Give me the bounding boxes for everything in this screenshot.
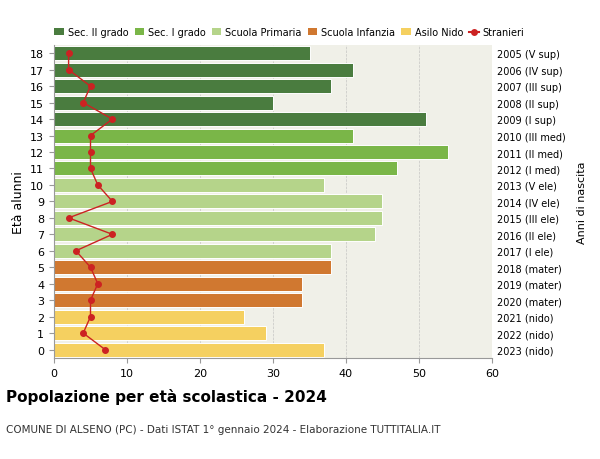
Bar — [54, 80, 331, 94]
Y-axis label: Età alunni: Età alunni — [11, 171, 25, 233]
Bar — [54, 261, 331, 274]
Bar — [54, 63, 353, 78]
Bar — [54, 212, 383, 225]
Bar — [54, 294, 302, 308]
Bar — [54, 195, 383, 209]
Bar — [54, 162, 397, 176]
Bar — [54, 96, 273, 110]
Bar — [54, 277, 302, 291]
Bar — [54, 179, 324, 192]
Bar — [54, 228, 375, 242]
Text: Popolazione per età scolastica - 2024: Popolazione per età scolastica - 2024 — [6, 388, 327, 404]
Bar — [54, 326, 266, 341]
Bar — [54, 129, 353, 143]
Bar — [54, 146, 448, 160]
Legend: Sec. II grado, Sec. I grado, Scuola Primaria, Scuola Infanzia, Asilo Nido, Stran: Sec. II grado, Sec. I grado, Scuola Prim… — [55, 28, 524, 38]
Bar — [54, 343, 324, 357]
Text: COMUNE DI ALSENO (PC) - Dati ISTAT 1° gennaio 2024 - Elaborazione TUTTITALIA.IT: COMUNE DI ALSENO (PC) - Dati ISTAT 1° ge… — [6, 425, 440, 435]
Bar — [54, 113, 426, 127]
Bar — [54, 244, 331, 258]
Bar — [54, 310, 244, 324]
Y-axis label: Anni di nascita: Anni di nascita — [577, 161, 587, 243]
Bar — [54, 47, 310, 61]
